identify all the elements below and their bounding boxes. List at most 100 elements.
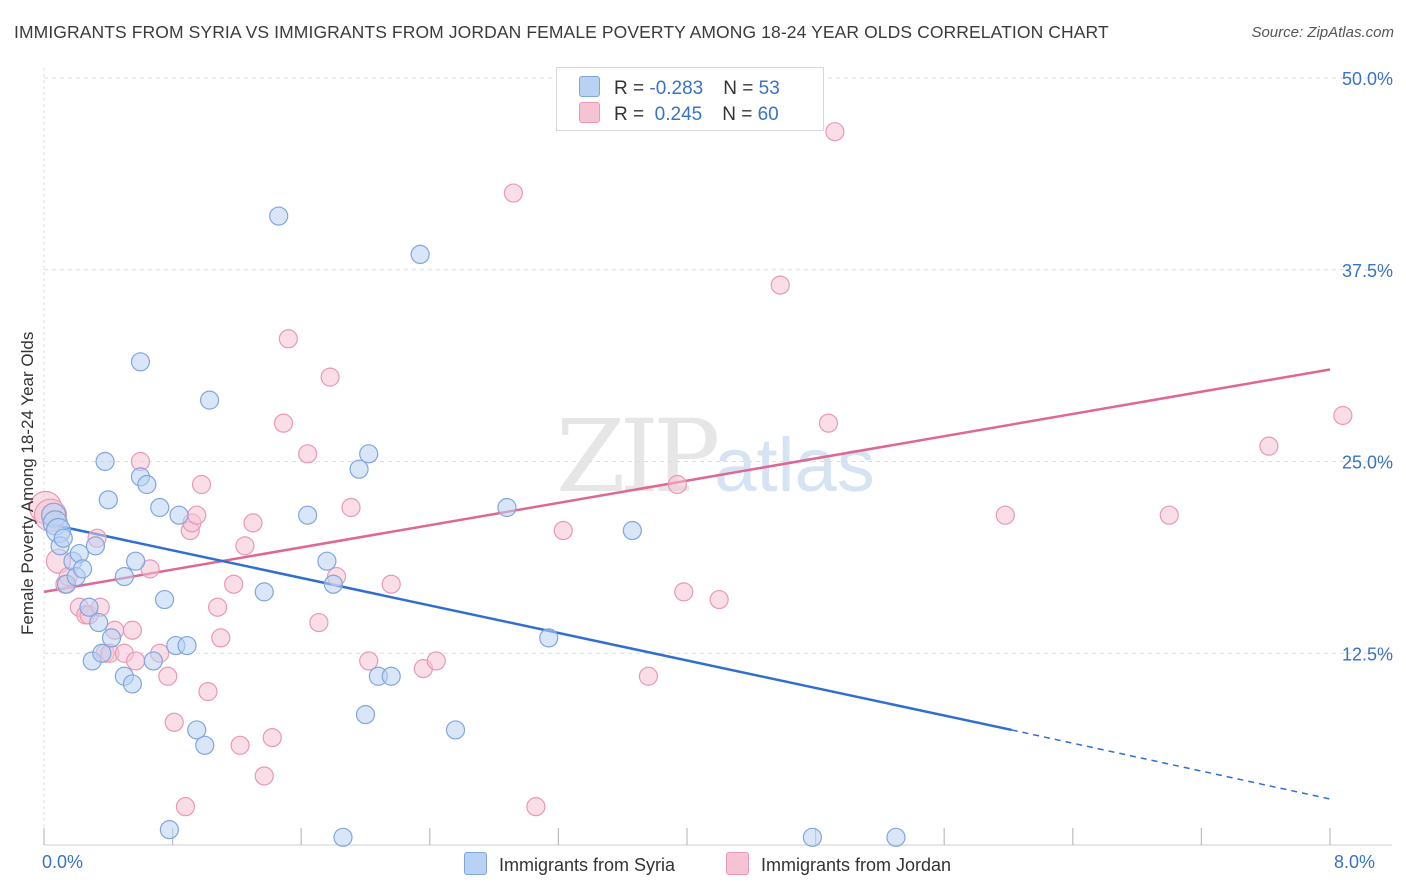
syria-point [150,497,170,518]
jordan-point [1159,505,1179,525]
y-tick-label: 50.0% [1342,69,1393,89]
syria-point [122,674,143,694]
syria-point [169,505,189,525]
syria-point [298,505,318,525]
jordan-point [254,766,274,786]
syria-point [85,536,106,556]
syria-point [195,735,215,755]
jordan-point [309,612,329,633]
jordan-point [298,444,318,464]
syria-point [323,574,343,594]
jordan-point [235,536,255,556]
syria-point [72,559,93,579]
jordan-point [709,589,729,610]
syria-point [359,444,379,464]
jordan-swatch [579,102,600,123]
syria-point [101,628,122,648]
syria-point [159,820,179,840]
syria-point [79,597,99,617]
jordan-point [208,597,228,617]
jordan-point [198,681,218,702]
jordan-point [243,513,263,533]
jordan-point [667,474,687,495]
syria-point [497,497,517,518]
syria-point [89,612,109,633]
jordan-point [320,367,340,387]
jordan-point [526,797,546,817]
jordan-point [224,574,244,594]
syria-point [95,451,115,472]
watermark-zip: ZIP [556,398,720,515]
legend-item-jordan: Immigrants from Jordan [726,852,951,876]
jordan-point [273,413,294,433]
syria-point [143,651,163,671]
syria-point [114,566,134,587]
jordan-point [825,122,845,142]
jordan-legend-swatch [726,852,749,875]
syria-point [137,474,157,495]
trend-lines [43,368,1331,800]
jordan-point [164,712,184,732]
data-points [29,122,1353,847]
jordan-point [674,582,694,602]
legend-n-value: 60 [757,104,779,125]
source-label: Source: ZipAtlas.com [1251,24,1394,41]
jordan-point [341,497,361,518]
syria-point [410,244,430,265]
syria-point [333,827,353,847]
jordan-point [278,329,298,349]
jordan-point [381,574,401,594]
correlation-legend: R = -0.283 N = 53 R = 0.245 N = 60 [556,67,824,131]
syria-point [349,459,369,479]
syria-point [53,528,73,548]
jordan-point [770,275,790,295]
syria-point [187,720,207,740]
tick-labels: 12.5% 25.0% 37.5% 50.0% [1342,69,1393,664]
syria-point [254,582,274,602]
trend-line-syria [43,521,1012,732]
jordan-point [1333,405,1353,426]
legend-r-label: R = [614,104,650,125]
syria-point [98,490,118,510]
jordan-point [211,628,231,648]
y-tick-label: 25.0% [1342,453,1393,473]
jordan-point [262,728,282,748]
chart-title: IMMIGRANTS FROM SYRIA VS IMMIGRANTS FROM… [14,22,1109,42]
y-axis-label: Female Poverty Among 18-24 Year Olds [18,331,37,635]
jordan-point [426,651,446,671]
syria-swatch [579,76,600,97]
syria-point [199,390,220,410]
jordan-point [638,666,659,686]
trend-line-syria-extension [1011,729,1331,800]
jordan-point [359,651,379,671]
legend-n-label: N = [722,104,758,125]
syria-point [802,827,822,847]
syria-point [886,827,906,847]
legend-label-syria: Immigrants from Syria [499,855,676,875]
y-tick-label: 12.5% [1342,644,1393,664]
jordan-point [126,651,146,671]
syria-point [445,720,466,740]
y-tick-label: 37.5% [1342,261,1393,281]
syria-point [154,589,175,610]
jordan-point [230,735,250,755]
legend-r-label: R = [614,78,650,99]
axes [43,68,1392,846]
jordan-point [818,413,839,433]
watermark-atlas: atlas [714,423,875,508]
legend-row-syria: R = -0.283 N = 53 [579,76,780,100]
legend-row-jordan: R = 0.245 N = 60 [579,102,779,126]
x-tick-min: 0.0% [42,852,84,872]
jordan-point [158,666,178,686]
jordan-point [122,620,143,640]
syria-point [92,643,112,663]
syria-point [177,635,197,656]
jordan-point [995,505,1015,525]
syria-legend-swatch [464,852,487,875]
x-tick-max: 8.0% [1334,852,1376,872]
legend-r-value: -0.283 [649,78,704,99]
syria-point [126,551,146,571]
trend-line-jordan [43,368,1331,594]
legend-r-value: 0.245 [649,104,703,125]
